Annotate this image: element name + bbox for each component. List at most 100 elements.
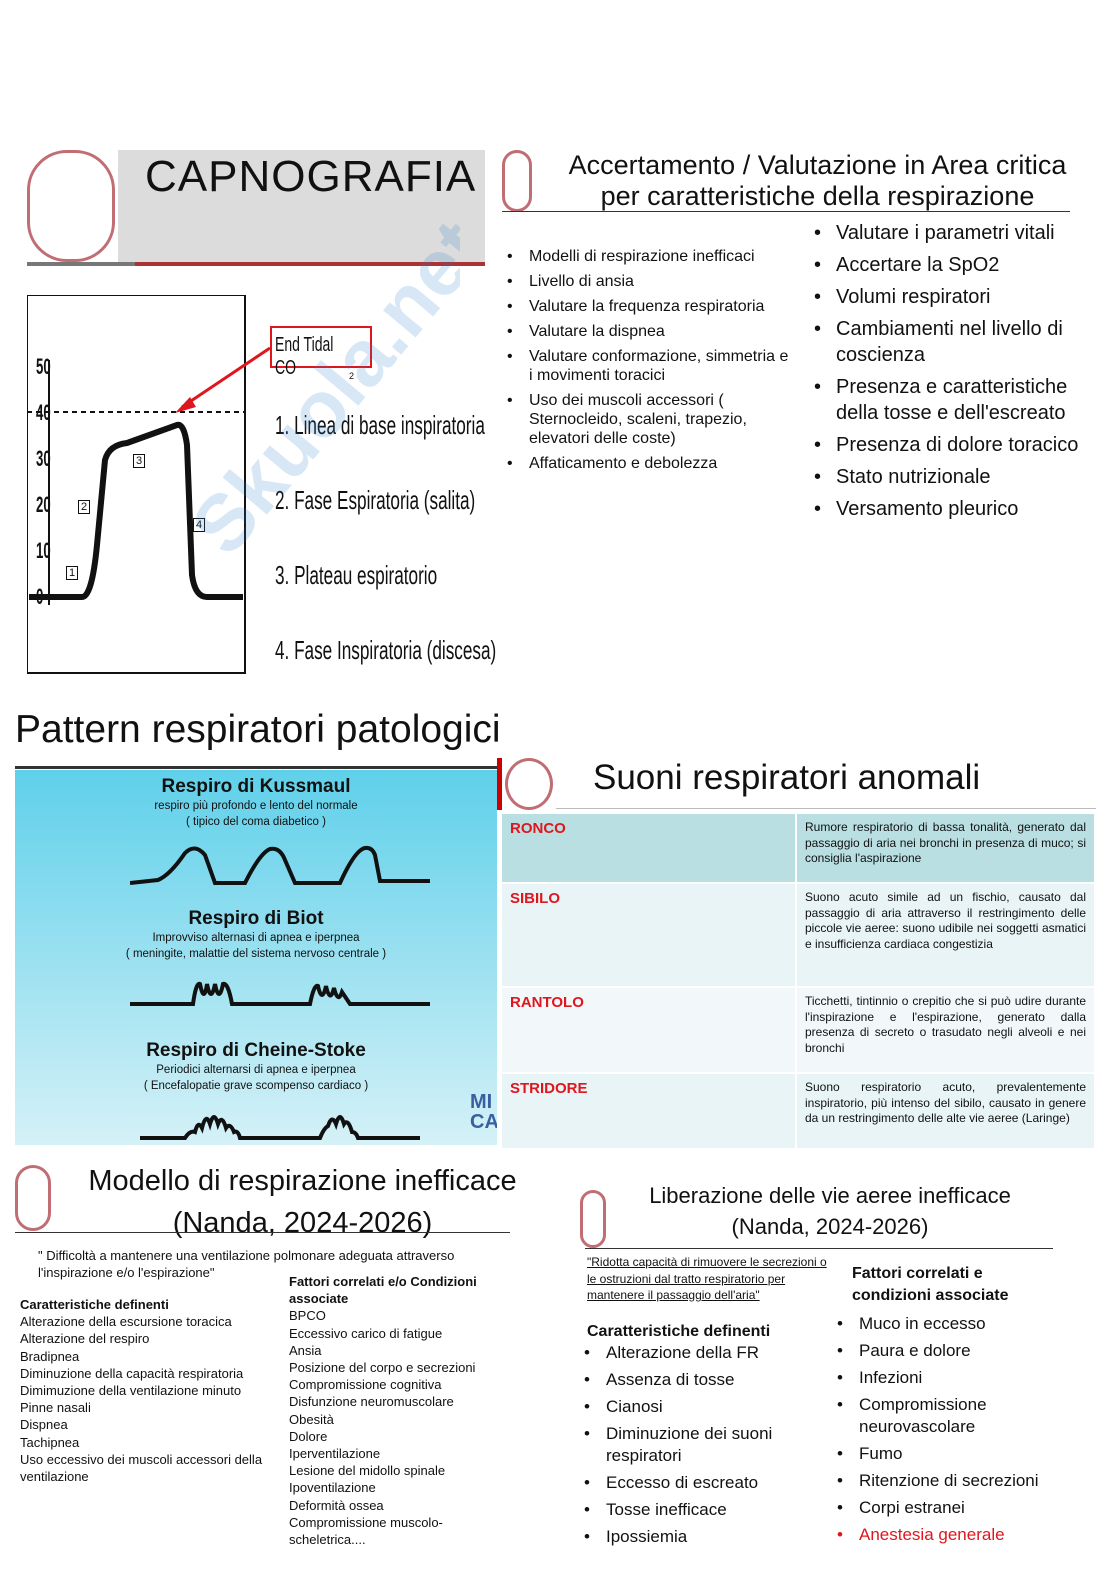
y-tick-label: 50 [36,354,51,379]
list-item: Ipossiemia [580,1526,820,1548]
list-item: Lesione del midollo spinale [289,1463,446,1479]
phase-marker: 4 [193,518,206,532]
list-item: Valutare la frequenza respiratoria [503,297,793,316]
sound-description: Suono respiratorio acuto, prevalentement… [795,1072,1096,1150]
left-bullet-list: Modelli di respirazione inefficaci Livell… [503,247,793,479]
sound-name: RONCO [500,812,797,884]
phase-step-label: 3. Plateau espiratorio [275,560,438,590]
list-item: Fumo [833,1443,1073,1465]
list-item: Infezioni [833,1367,1073,1389]
list-item: Valutare conformazione, simmetria e i mo… [503,347,793,385]
kussmaul-waveform [130,845,430,885]
slide-title: Pattern respiratori patologici [15,708,501,751]
list-item: Tosse inefficace [580,1499,820,1521]
list-item: Eccessivo carico di fatigue [289,1325,443,1341]
list-item: Obesità [289,1411,334,1427]
list-item: Eccesso di escreato [580,1472,820,1494]
corner-logo: MI CA [470,1092,497,1132]
slide-title: CAPNOGRAFIA [145,152,477,201]
list-item: Iperventilazione [289,1446,381,1462]
slide-title: Liberazione delle vie aeree inefficace (N… [649,1183,1011,1239]
sound-description: Ticchetti, tintinnio o crepitio che si p… [795,986,1096,1074]
definition-quote: " Difficoltà a mantenere una ventilazion… [38,1248,455,1280]
university-seal-logo: STUDIORUM [505,758,553,810]
list-item: Bradipnea [20,1348,80,1364]
table-row: STRIDORE Suono respiratorio acuto, preval… [500,1072,1096,1150]
phase-step-label: 4. Fase Inspiratoria (discesa) [275,635,497,665]
chart-frame [27,295,246,674]
list-item: Valutare i parametri vitali [810,220,1100,246]
list-item: Dispnea [20,1417,68,1433]
university-seal-logo: STUDIORUM [502,150,532,212]
list-item: Compromissione cognitiva [289,1377,442,1393]
sound-description: Rumore respiratorio di bassa tonalità, g… [795,812,1096,884]
list-item: Accertare la SpO2 [810,252,1100,278]
list-item: Paura e dolore [833,1340,1073,1362]
list-item: Affaticamento e debolezza [503,454,793,473]
list-item: Posizione del corpo e secrezioni [289,1360,476,1376]
list-heading: Fattori correlati e/o Condizioni associa… [289,1274,477,1307]
y-tick-label: 30 [36,446,51,471]
slide-title: Modello di respirazione inefficace (Nanda… [88,1165,517,1239]
sound-name: SIBILO [500,882,797,988]
list-item: Presenza e caratteristiche della tosse e… [810,374,1100,426]
end-tidal-label: End Tidal CO 2 [270,326,372,381]
list-item: Livello di ansia [503,272,793,291]
list-item: Muco in eccesso [833,1313,1073,1335]
list-item: Cianosi [580,1396,820,1418]
list-item: Volumi respiratori [810,284,1100,310]
list-item: Compromissione neurovascolare [833,1394,1073,1438]
list-item: Ansia [289,1342,322,1358]
list-item: Dolore [289,1428,328,1444]
right-bullet-list: Valutare i parametri vitali Accertare la … [810,220,1100,528]
sound-name: STRIDORE [500,1072,797,1150]
sounds-table: RONCO Rumore respiratorio di bassa tonali… [500,812,1096,1150]
university-seal-logo: STUDIORUM [15,1165,51,1231]
list-item: Diminuzione dei suoni respiratori [580,1423,820,1467]
sound-name: RANTOLO [500,986,797,1074]
list-item: Disfunzione neuromuscolare [289,1394,454,1410]
list-heading: Fattori correlati e condizioni associate [852,1265,1009,1304]
list-item: Valutare la dispnea [503,322,793,341]
slide-title: Suoni respiratori anomali [593,758,981,797]
list-heading: Caratteristiche definenti [587,1323,771,1340]
y-tick-label: 40 [36,400,51,425]
list-item: Alterazione del respiro [20,1331,150,1347]
list-item: Versamento pleurico [810,496,1100,522]
list-item: Tachipnea [20,1434,80,1450]
biot-waveform [130,981,430,1006]
list-heading: Caratteristiche definenti [20,1297,169,1312]
capnogram-waveform [29,421,243,600]
list-item: Compromissione muscolo-scheletrica.... [289,1514,443,1548]
arrow-icon [175,346,271,413]
phase-step-label: 2. Fase Espiratoria (salita) [275,485,476,515]
slide-title: Accertamento / Valutazione in Area criti… [568,150,1067,211]
sound-description: Suono acuto simile ad un fischio, causat… [795,882,1096,988]
list-item: Presenza di dolore toracico [810,432,1100,458]
list-item: Ritenzione di secrezioni [833,1470,1073,1492]
list-item: Uso dei muscoli accessori ( Sternocleido… [503,391,793,448]
list-item: Assenza di tosse [580,1369,820,1391]
list-item: Uso eccessivo dei muscoli accessori dell… [20,1451,263,1485]
y-tick-label: 20 [36,492,51,517]
list-item: Alterazione della FR [580,1342,820,1364]
list-item: Alterazione della escursione toracica [20,1314,232,1330]
definition-quote: "Ridotta capacità di rimuovere le secrez… [587,1255,827,1302]
table-row: RONCO Rumore respiratorio di bassa tonali… [500,812,1096,884]
list-item: Cambiamenti nel livello di coscienza [810,316,1100,368]
y-tick-label: 0 [36,584,44,609]
pattern-panel: Respiro di Kussmaul respiro più profondo … [15,770,497,1145]
capnogram-chart [27,295,246,674]
phase-step-label: 1. Linea di base inspiratoria [275,410,485,440]
list-item: Dimimuzione della ventilazione minuto [20,1383,242,1399]
list-item: Ipoventilazione [289,1480,376,1496]
list-item: Stato nutrizionale [810,464,1100,490]
list-item: Corpi estranei [833,1497,1073,1519]
phase-marker: 3 [133,454,146,468]
cheyne-stokes-waveform [140,1115,420,1140]
list-item: BPCO [289,1308,326,1324]
list-item: Diminuzione della capacità respiratoria [20,1365,244,1381]
list-item: Modelli di respirazione inefficaci [503,247,793,266]
y-tick-label: 10 [36,538,51,563]
list-item: Pinne nasali [20,1400,91,1416]
